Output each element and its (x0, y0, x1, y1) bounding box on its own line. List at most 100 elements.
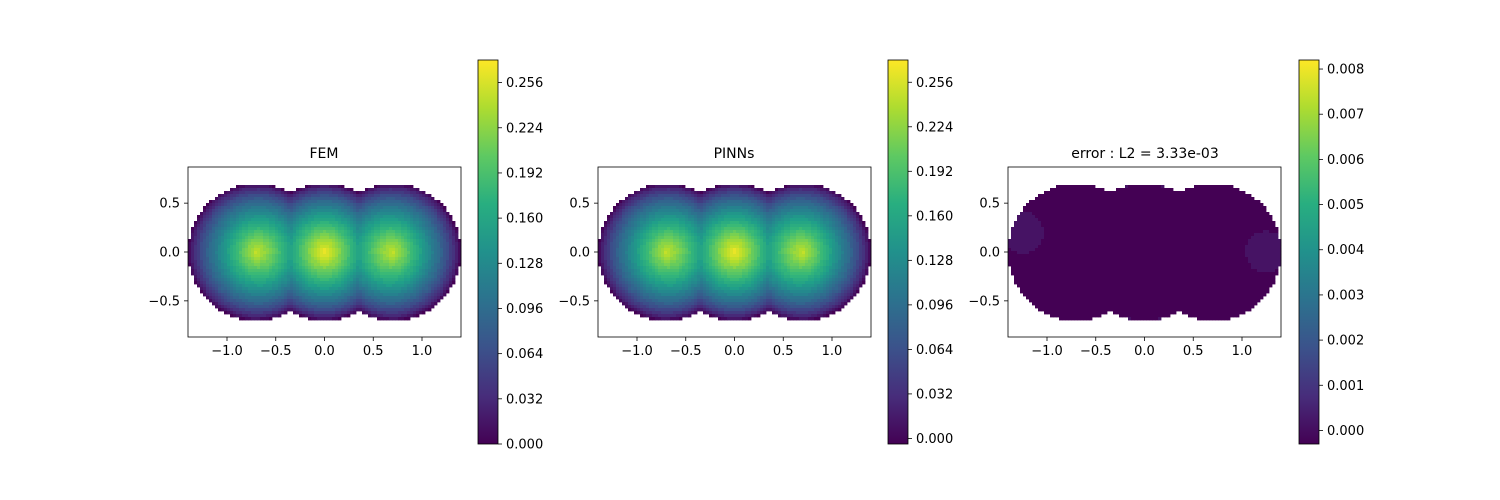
field-cell (215, 260, 219, 264)
field-cell (263, 224, 267, 228)
field-cell (634, 242, 638, 246)
field-cell (428, 239, 432, 243)
field-cell (655, 296, 659, 300)
field-cell (314, 263, 318, 267)
field-cell (643, 287, 647, 291)
field-cell (368, 302, 372, 306)
field-cell (296, 275, 300, 279)
field-cell (413, 302, 417, 306)
field-cell (332, 269, 336, 273)
field-cell (670, 188, 674, 192)
field-cell (640, 248, 644, 252)
field-cell (326, 278, 330, 282)
field-cell (353, 230, 357, 234)
field-cell (419, 278, 423, 282)
field-cell (667, 185, 671, 189)
field-cell (308, 272, 312, 276)
field-cell (254, 275, 258, 279)
field-cell (362, 212, 366, 216)
field-cell (700, 245, 704, 249)
field-cell (344, 314, 348, 318)
field-cell (655, 260, 659, 264)
field-cell (616, 242, 620, 246)
field-cell (230, 233, 234, 237)
field-cell (206, 275, 210, 279)
field-cell (209, 257, 213, 261)
field-cell (383, 248, 387, 252)
field-cell (218, 272, 222, 276)
field-cell (296, 251, 300, 255)
field-cell (637, 209, 641, 213)
field-cell (290, 296, 294, 300)
field-cell (236, 275, 240, 279)
field-cell (601, 260, 605, 264)
field-cell (425, 251, 429, 255)
field-cell (305, 296, 309, 300)
field-cell (404, 248, 408, 252)
field-cell (658, 293, 662, 297)
field-cell (646, 293, 650, 297)
field-cell (679, 308, 683, 312)
field-cell (428, 221, 432, 225)
field-cell (422, 257, 426, 261)
field-cell (326, 185, 330, 189)
field-cell (637, 260, 641, 264)
field-cell (281, 203, 285, 207)
field-cell (287, 281, 291, 285)
field-cell (428, 260, 432, 264)
field-cell (700, 212, 704, 216)
field-cell (428, 227, 432, 231)
field-cell (700, 251, 704, 255)
field-cell (350, 257, 354, 261)
field-cell (661, 203, 665, 207)
field-cell (362, 254, 366, 258)
field-cell (257, 188, 261, 192)
field-cell (296, 296, 300, 300)
field-cell (350, 287, 354, 291)
field-cell (275, 236, 279, 240)
field-cell (437, 254, 441, 258)
field-cell (368, 245, 372, 249)
field-cell (218, 263, 222, 267)
field-cell (242, 269, 246, 273)
field-cell (266, 206, 270, 210)
field-cell (227, 290, 231, 294)
field-cell (308, 221, 312, 225)
field-cell (371, 218, 375, 222)
field-cell (413, 260, 417, 264)
field-cell (661, 269, 665, 273)
field-cell (640, 209, 644, 213)
field-cell (272, 296, 276, 300)
field-cell (404, 230, 408, 234)
field-cell (682, 242, 686, 246)
field-cell (434, 293, 438, 297)
field-cell (661, 209, 665, 213)
field-cell (428, 194, 432, 198)
field-cell (389, 275, 393, 279)
field-cell (700, 257, 704, 261)
field-cell (383, 203, 387, 207)
field-cell (449, 272, 453, 276)
field-cell (389, 302, 393, 306)
field-cell (374, 194, 378, 198)
field-cell (215, 284, 219, 288)
field-cell (362, 293, 366, 297)
field-cell (643, 314, 647, 318)
field-cell (236, 200, 240, 204)
field-cell (380, 287, 384, 291)
field-cell (619, 245, 623, 249)
field-cell (392, 266, 396, 270)
field-cell (401, 221, 405, 225)
field-cell (676, 233, 680, 237)
field-cell (212, 218, 216, 222)
field-cell (661, 275, 665, 279)
field-cell (697, 284, 701, 288)
field-cell (233, 218, 237, 222)
field-cell (287, 191, 291, 195)
field-cell (652, 281, 656, 285)
field-cell (410, 221, 414, 225)
field-cell (350, 200, 354, 204)
field-cell (233, 263, 237, 267)
field-cell (422, 215, 426, 219)
field-cell (284, 275, 288, 279)
